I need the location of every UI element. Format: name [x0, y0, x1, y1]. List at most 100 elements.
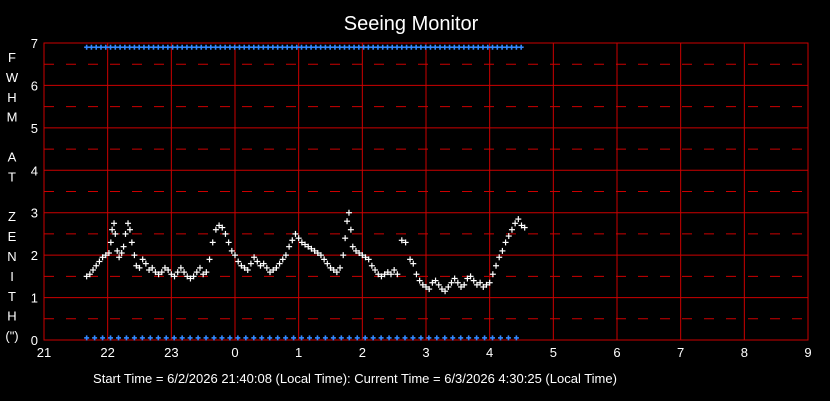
status-marker-bottom: [195, 335, 201, 341]
status-marker-top: [131, 44, 137, 50]
data-point: [120, 243, 127, 250]
data-point: [109, 226, 116, 233]
status-marker-top: [461, 44, 467, 50]
y-label-letter: A: [8, 150, 17, 165]
data-point: [308, 245, 315, 252]
x-tick-label: 3: [422, 345, 429, 360]
x-axis-ticks: 21 22 23 0 1 2 3 4 5 6 7 8 9: [37, 345, 812, 360]
status-marker-top: [475, 44, 481, 50]
status-marker-top: [170, 44, 176, 50]
y-label-letter: T: [8, 169, 16, 184]
data-point: [398, 237, 405, 244]
data-point: [295, 235, 302, 242]
data-point: [105, 250, 112, 257]
status-marker-top: [318, 44, 324, 50]
data-point: [177, 264, 184, 271]
status-marker-top: [389, 44, 395, 50]
status-marker-top: [408, 44, 414, 50]
status-marker-bottom: [505, 335, 511, 341]
data-point: [413, 271, 420, 278]
status-marker-top: [322, 44, 328, 50]
data-point: [93, 262, 100, 269]
y-tick-label: 2: [31, 248, 38, 263]
status-marker-bottom: [139, 335, 145, 341]
y-label-letter: M: [7, 110, 18, 125]
status-marker-top: [299, 44, 305, 50]
data-point: [128, 239, 135, 246]
y-tick-label: 3: [31, 206, 38, 221]
data-point: [228, 247, 235, 254]
data-point: [257, 262, 264, 269]
status-marker-top: [375, 44, 381, 50]
data-point: [365, 256, 372, 263]
status-marker-top: [332, 44, 338, 50]
status-marker-bottom: [402, 335, 408, 341]
data-point: [445, 283, 452, 290]
status-marker-top: [122, 44, 128, 50]
status-marker-top: [246, 44, 252, 50]
status-marker-bottom: [299, 335, 305, 341]
status-marker-top: [494, 44, 500, 50]
data-point: [282, 252, 289, 259]
data-point: [317, 252, 324, 259]
data-point: [470, 277, 477, 284]
data-point: [426, 286, 433, 293]
status-marker-top: [356, 44, 362, 50]
data-point: [96, 258, 103, 265]
y-tick-label: 1: [31, 291, 38, 306]
data-point: [327, 264, 334, 271]
status-marker-top: [256, 44, 262, 50]
data-point: [254, 258, 261, 265]
status-marker-bottom: [497, 335, 503, 341]
data-point: [372, 266, 379, 273]
status-marker-top: [193, 44, 199, 50]
status-marker-top: [213, 44, 219, 50]
data-point: [152, 269, 159, 276]
status-marker-top: [146, 44, 152, 50]
status-marker-bottom: [466, 335, 472, 341]
data-point: [480, 283, 487, 290]
data-point: [454, 279, 461, 286]
status-marker-top: [327, 44, 333, 50]
data-point: [486, 279, 493, 286]
status-marker-bottom: [259, 335, 265, 341]
data-point: [461, 281, 468, 288]
status-marker-top: [251, 44, 257, 50]
data-point: [489, 271, 496, 278]
status-marker-top: [313, 44, 319, 50]
data-point: [515, 216, 522, 223]
data-point: [314, 250, 321, 257]
y-tick-label: 4: [31, 163, 38, 178]
data-point: [349, 243, 356, 250]
status-marker-top: [418, 44, 424, 50]
status-marker-top: [380, 44, 386, 50]
status-marker-top: [423, 44, 429, 50]
data-point: [359, 252, 366, 259]
data-point: [174, 269, 181, 276]
status-marker-top: [203, 44, 209, 50]
data-point: [155, 271, 162, 278]
status-marker-top: [432, 44, 438, 50]
data-point: [165, 266, 172, 273]
data-points: [83, 209, 528, 295]
data-point: [83, 273, 90, 280]
status-marker-top: [284, 44, 290, 50]
status-marker-bottom: [450, 335, 456, 341]
data-point: [394, 271, 401, 278]
status-marker-bottom: [386, 335, 392, 341]
data-point: [131, 252, 138, 259]
data-point: [200, 271, 207, 278]
status-marker-top: [384, 44, 390, 50]
data-point: [158, 269, 165, 276]
status-marker-top: [361, 44, 367, 50]
data-point: [448, 279, 455, 286]
status-marker-bottom: [163, 335, 169, 341]
status-marker-top: [437, 44, 443, 50]
data-point: [423, 283, 429, 290]
status-marker-top: [117, 44, 123, 50]
data-point: [219, 224, 226, 231]
data-point: [238, 262, 245, 269]
x-tick-label: 6: [613, 345, 620, 360]
